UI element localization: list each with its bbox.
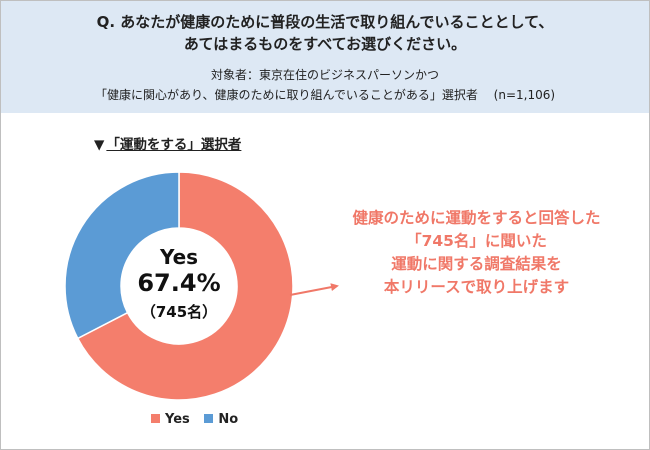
- donut-slices: [64, 171, 294, 401]
- legend-item-yes: Yes: [151, 412, 190, 427]
- target-line-2: 「健康に関心があり、健康のために取り組んでいることがある」選択者 (n=1,10…: [94, 88, 556, 102]
- triangle-marker-icon: ▼: [94, 137, 105, 153]
- donut-slice-yes: [76, 171, 294, 401]
- legend-label-yes: Yes: [165, 412, 190, 427]
- annotation-arrow: [289, 283, 339, 296]
- legend-swatch-no: [204, 414, 214, 423]
- donut-slice-no: [64, 171, 180, 340]
- annotation-line-2: 「745名」に聞いた: [406, 232, 547, 250]
- legend-label-no: No: [218, 412, 239, 427]
- center-count-label: （745名）: [140, 303, 218, 321]
- annotation-text: 健康のために運動をすると回答した 「745名」に聞いた 運動に関する調査結果を …: [319, 207, 634, 299]
- annotation-line-4: 本リリースで取り上げます: [383, 278, 570, 296]
- annotation-line-3: 運動に関する調査結果を: [391, 255, 562, 273]
- subtitle-text: 「運動をする」選択者: [106, 137, 242, 153]
- target-description: 対象者：東京在住のビジネスパーソンかつ 「健康に関心があり、健康のために取り組ん…: [1, 65, 649, 105]
- legend-item-no: No: [204, 412, 238, 427]
- chart-subtitle: ▼ 「運動をする」選択者: [94, 133, 241, 153]
- question-line-2: あてはまるものをすべてお選びください。: [183, 35, 467, 53]
- question-line-1: Q. あなたが健康のために普段の生活で取り組んでいることとして、: [96, 13, 554, 31]
- question-text: Q. あなたが健康のために普段の生活で取り組んでいることとして、 あてはまるもの…: [1, 11, 649, 55]
- target-line-1: 対象者：東京在住のビジネスパーソンかつ: [210, 68, 439, 82]
- center-percent-label: 67.4%: [137, 269, 221, 297]
- chart-legend: Yes No: [151, 412, 248, 427]
- center-yes-label: Yes: [159, 245, 199, 269]
- legend-swatch-yes: [151, 414, 160, 423]
- header-panel: Q. あなたが健康のために普段の生活で取り組んでいることとして、 あてはまるもの…: [1, 1, 649, 113]
- annotation-line-1: 健康のために運動をすると回答した: [352, 209, 601, 227]
